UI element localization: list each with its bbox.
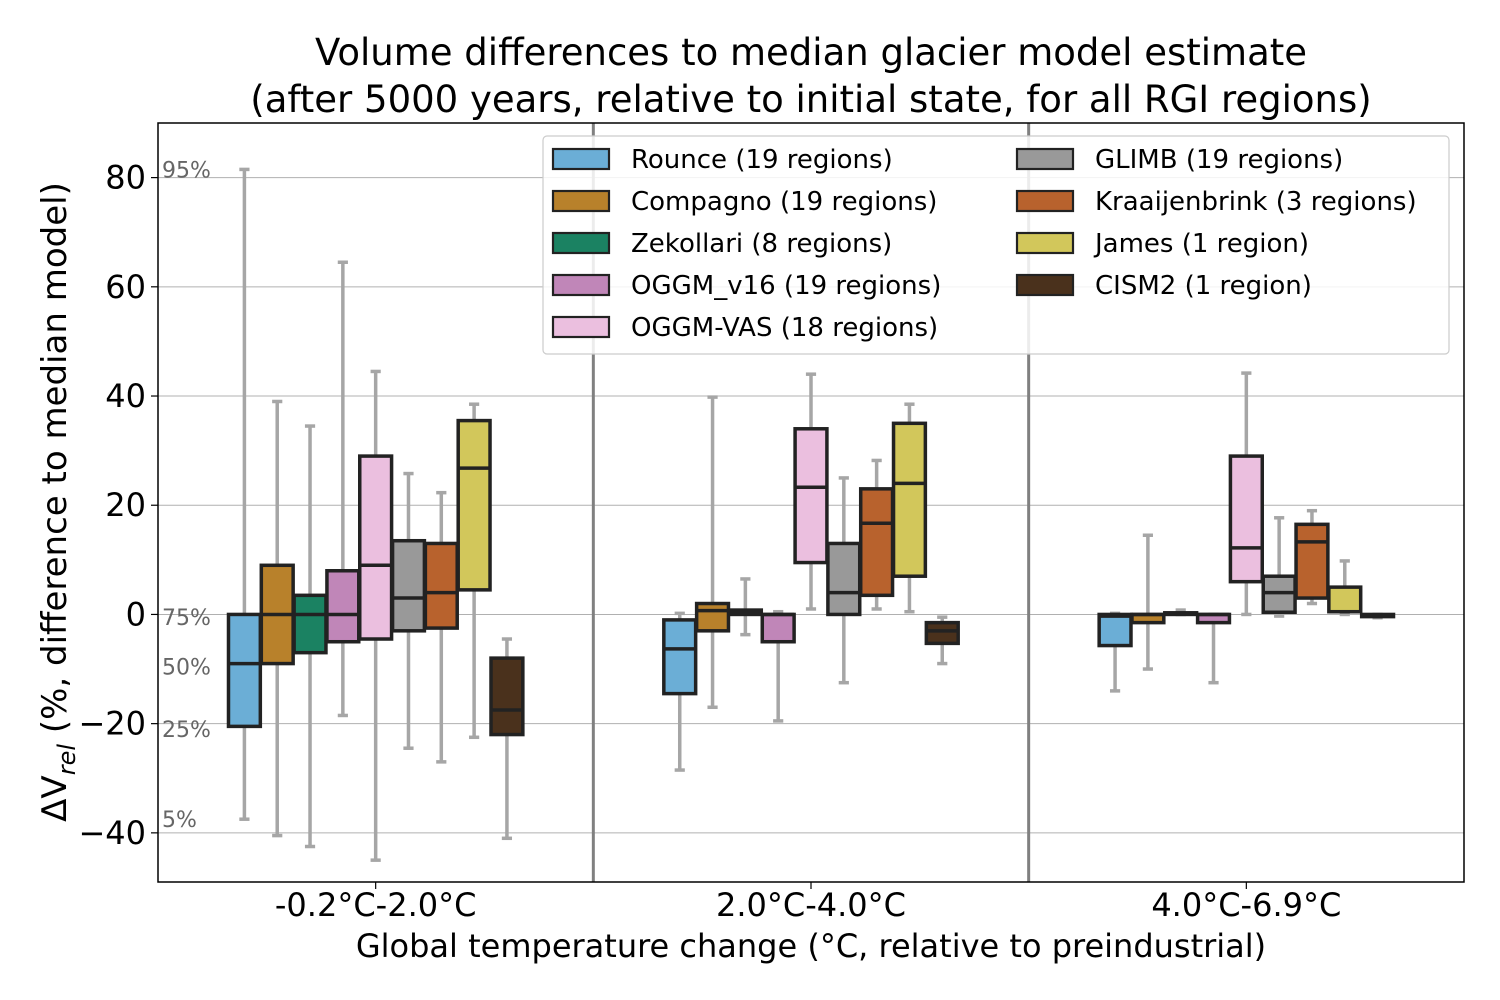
x-axis-label: Global temperature change (°C, relative … (356, 927, 1266, 965)
title-line-2: (after 5000 years, relative to initial s… (250, 78, 1371, 121)
box (1327, 585, 1363, 614)
y-axis: 80 60 40 20 0 −20 −40 (78, 159, 158, 852)
box (456, 418, 492, 592)
box (423, 541, 459, 630)
box (760, 612, 796, 644)
box (694, 601, 731, 633)
legend-swatch (551, 273, 611, 297)
y-tick-label: −20 (78, 705, 146, 743)
legend-swatch (1015, 231, 1075, 255)
y-tick-label: 80 (105, 159, 146, 197)
legend-label: OGGM-VAS (18 regions) (631, 313, 938, 343)
x-tick-label: 2.0°C-4.0°C (716, 886, 906, 924)
y-axis-label-subscript: rel (53, 744, 81, 776)
box (390, 538, 427, 633)
legend-label: CISM2 (1 region) (1095, 271, 1312, 301)
percentile-annotations: 95% 75% 50% 25% 5% (162, 158, 211, 833)
x-tick-label: -0.2°C-2.0°C (275, 886, 477, 924)
legend-swatch (1015, 273, 1075, 297)
box (1097, 612, 1133, 648)
legend-label: OGGM_v16 (19 regions) (631, 271, 941, 301)
percentile-label: 95% (162, 158, 211, 183)
box (662, 618, 698, 696)
box (292, 593, 328, 655)
legend-label: Kraaijenbrink (3 regions) (1095, 187, 1417, 217)
legend-swatch (1015, 147, 1075, 171)
x-tick-label: 4.0°C-6.9°C (1151, 886, 1341, 924)
legend-label: Zekollari (8 regions) (631, 229, 892, 259)
whiskers (239, 167, 1383, 862)
legend-label: Rounce (19 regions) (631, 145, 893, 175)
box (858, 487, 895, 598)
box (891, 421, 928, 578)
box (489, 656, 525, 737)
box (325, 569, 361, 644)
percentile-label: 5% (162, 808, 197, 833)
legend-label: Compagno (19 regions) (631, 187, 937, 217)
legend-swatch (551, 231, 611, 255)
box (358, 454, 394, 641)
percentile-label: 25% (162, 718, 211, 743)
box (1228, 454, 1264, 584)
y-tick-label: −40 (78, 814, 146, 852)
legend-swatch (1015, 189, 1075, 213)
legend-swatch (551, 315, 611, 339)
legend: Rounce (19 regions) Compagno (19 regions)… (542, 135, 1450, 355)
y-axis-label: ΔVrel (%, difference to median model) (35, 182, 81, 822)
legend-swatch (551, 147, 611, 171)
legend-label: James (1 region) (1093, 229, 1309, 259)
box (826, 541, 862, 617)
legend-swatch (551, 189, 611, 213)
percentile-label: 75% (162, 606, 211, 631)
chart-title: Volume differences to median glacier mod… (250, 31, 1371, 121)
y-tick-label: 60 (105, 268, 146, 306)
legend-label: GLIMB (19 regions) (1095, 145, 1343, 175)
box (924, 620, 960, 646)
box (793, 427, 829, 565)
y-axis-label-symbol: ΔV (35, 775, 75, 822)
y-axis-label-rest: (%, difference to median model) (35, 182, 75, 744)
boxes (226, 418, 1396, 737)
legend-frame (542, 135, 1450, 355)
x-axis: -0.2°C-2.0°C 2.0°C-4.0°C 4.0°C-6.9°C (275, 882, 1341, 924)
box (1294, 522, 1330, 600)
y-tick-label: 40 (105, 377, 146, 415)
percentile-label: 50% (162, 655, 211, 680)
title-line-1: Volume differences to median glacier mod… (315, 31, 1307, 74)
y-tick-label: 0 (126, 595, 146, 633)
box (226, 612, 263, 729)
y-tick-label: 20 (105, 486, 146, 524)
